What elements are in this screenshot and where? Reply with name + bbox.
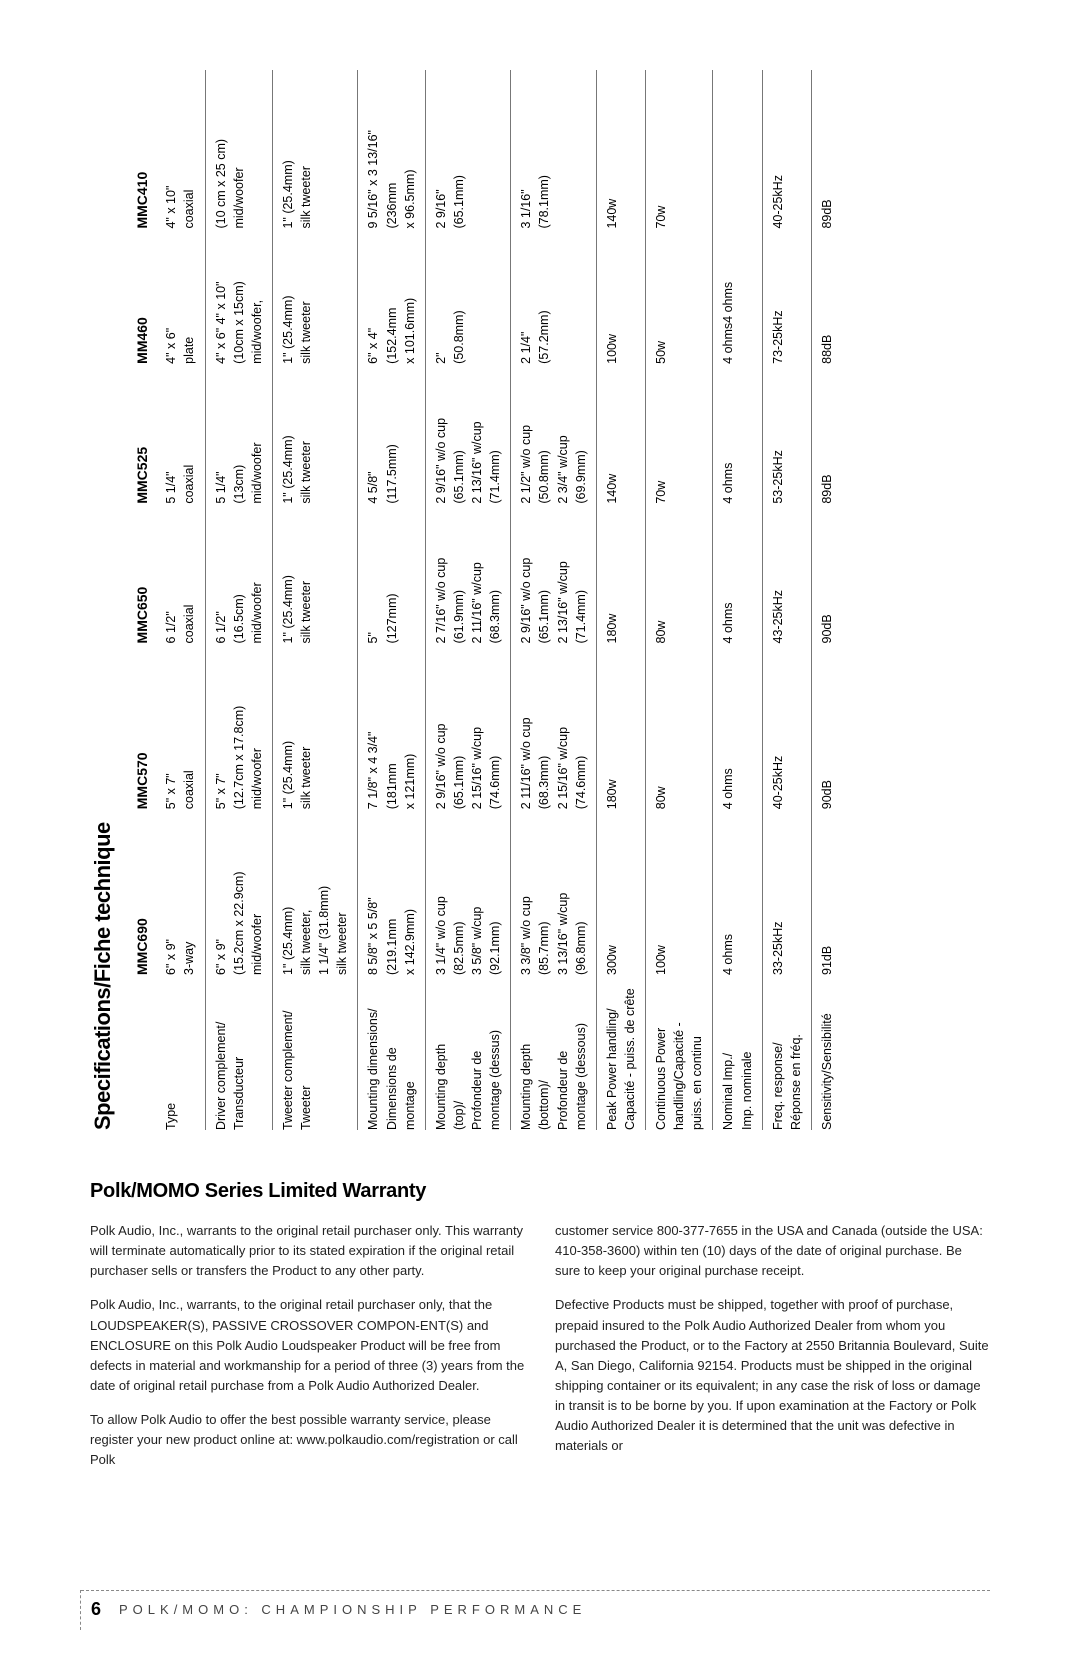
spec-cell: 80w	[646, 504, 713, 644]
row-label: Freq. response/ Réponse en fréq.	[762, 975, 811, 1130]
spec-cell: 1" (25.4mm) silk tweeter	[272, 70, 358, 229]
spec-cell	[713, 70, 762, 229]
spec-cell: 2 9/16" (65.1mm)	[425, 70, 511, 229]
spec-cell: 1" (25.4mm) silk tweeter	[272, 364, 358, 504]
spec-cell: 300w	[596, 809, 645, 975]
spec-cell: 180w	[596, 643, 645, 809]
spec-cell: 6" x 9" (15.2cm x 22.9cm) mid/woofer	[205, 809, 272, 975]
spec-cell: 6" x 9" 3-way	[156, 809, 205, 975]
spec-cell: 4 ohms	[713, 809, 762, 975]
col-header: MMC410	[128, 70, 156, 229]
spec-cell: 2 1/4" (57.2mm)	[511, 229, 597, 364]
warranty-section: Polk/MOMO Series Limited Warranty Polk A…	[90, 1180, 990, 1478]
spec-cell: 5 1/4" coaxial	[156, 364, 205, 504]
warranty-paragraph: To allow Polk Audio to offer the best po…	[90, 1410, 525, 1470]
spec-cell: 140w	[596, 364, 645, 504]
spec-cell: 4 ohms4 ohms	[713, 229, 762, 364]
spec-cell: 6" x 4" (152.4mm x 101.6mm)	[358, 229, 425, 364]
row-label: Tweeter complement/ Tweeter	[272, 975, 358, 1130]
spec-cell: 140w	[596, 70, 645, 229]
footer-tagline: POLK/MOMO: CHAMPIONSHIP PERFORMANCE	[119, 1602, 586, 1617]
spec-cell: 180w	[596, 504, 645, 644]
page-footer: 6 POLK/MOMO: CHAMPIONSHIP PERFORMANCE	[80, 1590, 990, 1630]
page-number: 6	[81, 1599, 119, 1620]
spec-cell: (10 cm x 25 cm) mid/woofer	[205, 70, 272, 229]
spec-cell: 100w	[646, 809, 713, 975]
spec-cell: 3 3/8" w/o cup (85.7mm) 3 13/16" w/cup (…	[511, 809, 597, 975]
row-label: Sensitivity/Sensibilité	[811, 975, 842, 1130]
col-header: MMC650	[128, 504, 156, 644]
spec-cell: 33-25kHz	[762, 809, 811, 975]
row-label: Continuous Power handling/Capacité - pui…	[646, 975, 713, 1130]
spec-cell: 1" (25.4mm) silk tweeter	[272, 229, 358, 364]
spec-cell: 4 ohms	[713, 364, 762, 504]
spec-cell: 90dB	[811, 643, 842, 809]
spec-cell: 40-25kHz	[762, 70, 811, 229]
row-label: Driver complement/ Transducteur	[205, 975, 272, 1130]
spec-cell: 4" x 6" 4" x 10" (10cm x 15cm) mid/woofe…	[205, 229, 272, 364]
spec-cell: 80w	[646, 643, 713, 809]
row-label: Peak Power handling/ Capacité - puiss. d…	[596, 975, 645, 1130]
warranty-paragraph: Polk Audio, Inc., warrants to the origin…	[90, 1221, 525, 1281]
spec-cell: 100w	[596, 229, 645, 364]
spec-cell: 40-25kHz	[762, 643, 811, 809]
spec-cell: 5 1/4" (13cm) mid/woofer	[205, 364, 272, 504]
spec-cell: 3 1/16" (78.1mm)	[511, 70, 597, 229]
spec-cell: 89dB	[811, 364, 842, 504]
warranty-paragraph: customer service 800-377-7655 in the USA…	[555, 1221, 990, 1281]
spec-cell: 90dB	[811, 504, 842, 644]
col-header: MM460	[128, 229, 156, 364]
spec-cell: 1" (25.4mm) silk tweeter	[272, 504, 358, 644]
warranty-paragraph: Polk Audio, Inc., warrants, to the origi…	[90, 1295, 525, 1396]
spec-cell: 53-25kHz	[762, 364, 811, 504]
spec-cell: 4" x 10" coaxial	[156, 70, 205, 229]
spec-table: MMC690 MMC570 MMC650 MMC525 MM460 MMC410…	[128, 70, 842, 1130]
row-label: Type	[156, 975, 205, 1130]
specifications-section: Specifications/Fiche technique MMC690 MM…	[90, 70, 842, 1130]
spec-cell: 4 ohms	[713, 504, 762, 644]
spec-heading: Specifications/Fiche technique	[90, 70, 116, 1130]
spec-cell: 1" (25.4mm) silk tweeter	[272, 643, 358, 809]
spec-cell: 2 7/16" w/o cup (61.9mm) 2 11/16" w/cup …	[425, 504, 511, 644]
spec-cell: 73-25kHz	[762, 229, 811, 364]
spec-cell: 2 9/16" w/o cup (65.1mm) 2 15/16" w/cup …	[425, 643, 511, 809]
spec-cell: 5" x 7" (12.7cm x 17.8cm) mid/woofer	[205, 643, 272, 809]
spec-cell: 5" x 7" coaxial	[156, 643, 205, 809]
spec-cell: 4 5/8" (117.5mm)	[358, 364, 425, 504]
spec-cell: 88dB	[811, 229, 842, 364]
spec-cell: 2 1/2" w/o cup (50.8mm) 2 3/4" w/cup (69…	[511, 364, 597, 504]
spec-cell: 4 ohms	[713, 643, 762, 809]
row-label: Nominal Imp./ Imp. nominale	[713, 975, 762, 1130]
row-label: Mounting dimensions/ Dimensions de monta…	[358, 975, 425, 1130]
spec-cell: 91dB	[811, 809, 842, 975]
spec-cell: 2 11/16" w/o cup (68.3mm) 2 15/16" w/cup…	[511, 643, 597, 809]
spec-cell: 89dB	[811, 70, 842, 229]
spec-cell: 2 9/16" w/o cup (65.1mm) 2 13/16" w/cup …	[425, 364, 511, 504]
spec-cell: 7 1/8" x 4 3/4" (181mm x 121mm)	[358, 643, 425, 809]
spec-cell: 43-25kHz	[762, 504, 811, 644]
warranty-paragraph: Defective Products must be shipped, toge…	[555, 1295, 990, 1456]
col-header: MMC690	[128, 809, 156, 975]
spec-cell: 50w	[646, 229, 713, 364]
col-header: MMC570	[128, 643, 156, 809]
row-label: Mounting depth (top)/ Profondeur de mont…	[425, 975, 511, 1130]
spec-cell: 6 1/2" coaxial	[156, 504, 205, 644]
spec-cell: 9 5/16" x 3 13/16" (236mm x 96.5mm)	[358, 70, 425, 229]
spec-cell: 2" (50.8mm)	[425, 229, 511, 364]
spec-cell: 70w	[646, 70, 713, 229]
row-label: Mounting depth (bottom)/ Profondeur de m…	[511, 975, 597, 1130]
spec-cell: 3 1/4" w/o cup (82.5mm) 3 5/8" w/cup (92…	[425, 809, 511, 975]
spec-cell: 2 9/16" w/o cup (65.1mm) 2 13/16" w/cup …	[511, 504, 597, 644]
spec-cell: 70w	[646, 364, 713, 504]
spec-cell: 4" x 6" plate	[156, 229, 205, 364]
warranty-heading: Polk/MOMO Series Limited Warranty	[90, 1180, 990, 1203]
spec-cell: 6 1/2" (16.5cm) mid/woofer	[205, 504, 272, 644]
spec-cell: 8 5/8" x 5 5/8" (219.1mm x 142.9mm)	[358, 809, 425, 975]
spec-cell: 5" (127mm)	[358, 504, 425, 644]
col-header: MMC525	[128, 364, 156, 504]
spec-cell: 1" (25.4mm) silk tweeter, 1 1/4" (31.8mm…	[272, 809, 358, 975]
